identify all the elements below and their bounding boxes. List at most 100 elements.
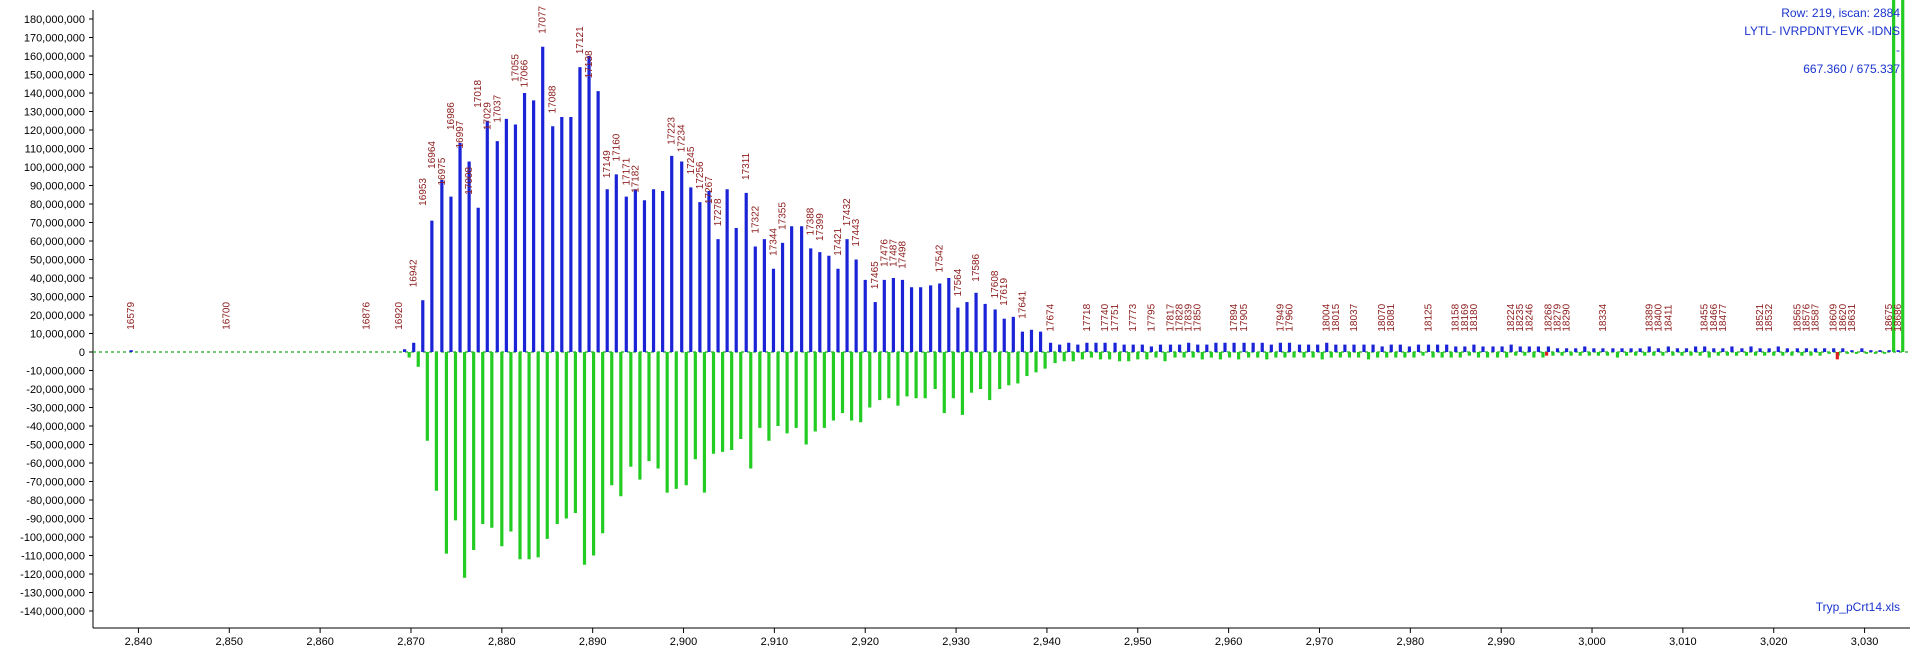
scan-number-label: 18235 — [1515, 303, 1526, 331]
scan-number-label: 16997 — [455, 120, 466, 148]
scan-number-label: 17619 — [999, 278, 1010, 306]
x-tick-label: 3,030 — [1851, 636, 1879, 646]
scan-number-label: 18279 — [1553, 303, 1564, 331]
scan-number-label: 17817 — [1165, 303, 1176, 331]
y-tick-label: 130,000,000 — [24, 107, 85, 119]
scan-number-label: 17465 — [870, 261, 881, 289]
y-tick-label: 160,000,000 — [24, 51, 85, 63]
scan-number-label: 17008 — [464, 167, 475, 195]
scan-number-label: 18675 — [1884, 303, 1895, 331]
scan-number-label: 17828 — [1175, 303, 1186, 331]
scan-number-label: 16876 — [361, 302, 372, 330]
x-tick-label: 2,910 — [761, 636, 789, 646]
scan-number-label: 17795 — [1146, 303, 1157, 331]
scan-number-label: 17718 — [1082, 303, 1093, 331]
scan-number-label: 18455 — [1700, 303, 1711, 331]
scan-number-label: 17542 — [935, 244, 946, 272]
scan-number-label: 17498 — [897, 241, 908, 269]
scan-number-label: 18070 — [1377, 303, 1388, 331]
x-tick-label: 2,870 — [397, 636, 425, 646]
scan-number-label: 16975 — [437, 157, 448, 185]
y-tick-label: -50,000,000 — [26, 440, 85, 452]
scan-number-label: 18565 — [1792, 303, 1803, 331]
scan-number-label: 17608 — [990, 270, 1001, 298]
scan-number-label: 18125 — [1423, 303, 1434, 331]
scan-number-label: 18521 — [1755, 303, 1766, 331]
x-tick-label: 3,020 — [1760, 636, 1788, 646]
x-tick-label: 2,930 — [942, 636, 970, 646]
scan-number-label: 17322 — [750, 205, 761, 233]
x-tick-label: 2,880 — [488, 636, 516, 646]
scan-number-label: 17894 — [1229, 303, 1240, 331]
scan-number-label: 17421 — [833, 228, 844, 256]
scan-number-label: 18576 — [1801, 303, 1812, 331]
x-tick-label: 2,850 — [216, 636, 244, 646]
scan-number-label: 17234 — [677, 124, 688, 152]
scan-number-label: 17245 — [686, 146, 697, 174]
scan-number-label: 18400 — [1653, 303, 1664, 331]
file-name: Tryp_pCrt14.xls — [1815, 600, 1900, 614]
scan-number-label: 18477 — [1718, 303, 1729, 331]
x-tick-label: 2,840 — [125, 636, 153, 646]
scan-number-label: 17256 — [695, 161, 706, 189]
y-tick-label: -130,000,000 — [20, 588, 85, 600]
scan-number-label: 17055 — [510, 54, 521, 82]
scan-number-label: 18037 — [1349, 303, 1360, 331]
scan-number-label: 17443 — [851, 218, 862, 246]
y-tick-label: -70,000,000 — [26, 477, 85, 489]
y-tick-label: 120,000,000 — [24, 125, 85, 137]
scan-number-label: 17839 — [1184, 303, 1195, 331]
row-scan-readout: Row: 219, iscan: 2884 — [1781, 6, 1900, 20]
y-tick-label: 70,000,000 — [30, 218, 85, 230]
y-tick-label: -120,000,000 — [20, 569, 85, 581]
y-tick-label: -20,000,000 — [26, 384, 85, 396]
scan-number-label: 18609 — [1829, 303, 1840, 331]
y-tick-label: -80,000,000 — [26, 495, 85, 507]
scan-number-label: 17432 — [842, 198, 853, 226]
scan-number-label: 16953 — [418, 178, 429, 206]
scan-number-label: 18411 — [1663, 304, 1674, 332]
axes-layer: 180,000,000 170,000,000 160,000,000 150,000… — [20, 10, 1910, 646]
x-tick-label: 2,960 — [1215, 636, 1243, 646]
scan-number-label: 17344 — [768, 228, 779, 256]
scan-number-label: 17121 — [575, 26, 586, 54]
x-tick-label: 2,860 — [306, 636, 334, 646]
scan-labels-layer: 16579 16700 16876 16920 16942 16953 1696416975… — [126, 6, 1904, 332]
y-tick-label: -30,000,000 — [26, 403, 85, 415]
y-tick-label: -140,000,000 — [20, 606, 85, 618]
y-tick-label: 0 — [79, 347, 85, 359]
scan-number-label: 18246 — [1524, 303, 1535, 331]
scan-number-label: 17674 — [1046, 303, 1057, 331]
scan-number-label: 18158 — [1451, 303, 1462, 331]
x-tick-label: 2,970 — [1306, 636, 1334, 646]
scan-number-label: 17267 — [704, 176, 715, 204]
y-tick-label: 50,000,000 — [30, 255, 85, 267]
scan-number-label: 17641 — [1017, 290, 1028, 318]
scan-number-label: 17905 — [1239, 303, 1250, 331]
y-tick-label: 80,000,000 — [30, 199, 85, 211]
scan-number-label: 17751 — [1110, 303, 1121, 331]
x-tick-label: 2,900 — [670, 636, 698, 646]
y-tick-label: 90,000,000 — [30, 181, 85, 193]
scan-number-label: 18587 — [1811, 303, 1822, 331]
scan-number-label: 16964 — [427, 141, 438, 169]
scan-number-label: 17278 — [713, 198, 724, 226]
scan-number-label: 18466 — [1709, 303, 1720, 331]
y-tick-label: 180,000,000 — [24, 14, 85, 26]
scan-number-label: 18015 — [1331, 303, 1342, 331]
y-tick-label: 140,000,000 — [24, 88, 85, 100]
scan-number-label: 17740 — [1100, 303, 1111, 331]
scan-number-label: 17077 — [538, 6, 549, 34]
x-tick-label: 2,940 — [1033, 636, 1061, 646]
x-tick-label: 2,950 — [1124, 636, 1152, 646]
y-tick-label: 10,000,000 — [30, 329, 85, 341]
scan-number-label: 18389 — [1644, 303, 1655, 331]
scan-number-label: 17476 — [879, 239, 890, 267]
scan-number-label: 17773 — [1128, 303, 1139, 331]
y-tick-label: -60,000,000 — [26, 458, 85, 470]
scan-number-label: 17223 — [667, 117, 678, 145]
scan-number-label: 17088 — [548, 85, 559, 113]
scan-number-label: 18620 — [1838, 303, 1849, 331]
scan-number-label: 16920 — [394, 302, 405, 330]
